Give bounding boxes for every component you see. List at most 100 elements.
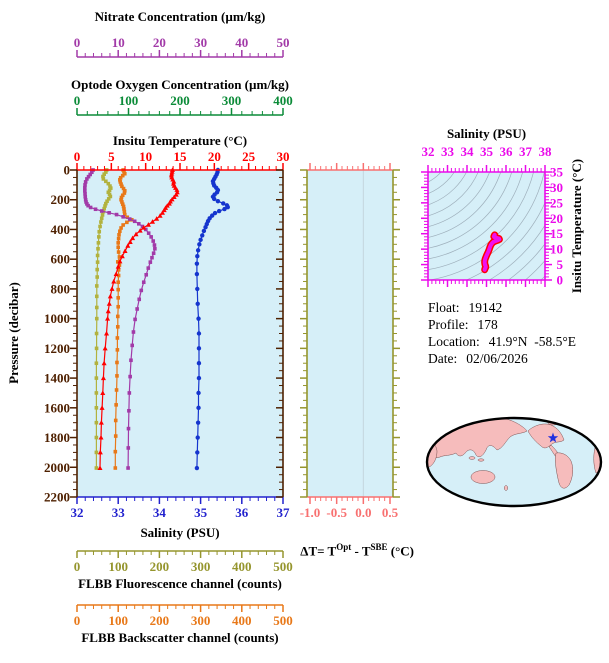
delta-t-axis-top xyxy=(307,163,393,171)
svg-text:5: 5 xyxy=(557,257,564,272)
backscatter-trace xyxy=(113,168,134,470)
svg-text:-0.5: -0.5 xyxy=(326,505,347,520)
temperature-axis: 0 5 10 15 20 25 30 xyxy=(74,149,290,171)
svg-text:1800: 1800 xyxy=(44,430,70,445)
svg-text:36: 36 xyxy=(235,505,249,520)
svg-text:30: 30 xyxy=(550,180,563,195)
delta-t-axis-title: ΔT= TOpt - TSBE (°C) xyxy=(288,526,415,572)
svg-text:37: 37 xyxy=(519,144,533,159)
svg-text:500: 500 xyxy=(273,559,293,574)
svg-text:0.5: 0.5 xyxy=(382,505,399,520)
svg-text:32: 32 xyxy=(422,144,435,159)
date-value: 02/06/2026 xyxy=(466,351,528,366)
salinity-axis-title: Salinity (PSU) xyxy=(140,525,220,540)
backscatter-axis-title: FLBB Backscatter channel (counts) xyxy=(81,630,279,645)
svg-text:200: 200 xyxy=(150,559,170,574)
svg-text:0: 0 xyxy=(74,559,81,574)
fluorescence-axis: 0 100 200 300 400 500 xyxy=(74,550,293,574)
pressure-axis-left: 0 200 400 600 800 1000 1200 1400 1600 1800 2000 220… xyxy=(44,163,78,505)
nitrate-axis-title: Nitrate Concentration (µm/kg) xyxy=(94,9,266,24)
plot-backgrounds xyxy=(77,170,545,497)
svg-text:20: 20 xyxy=(208,149,221,164)
float-label: Float: xyxy=(428,300,460,315)
fluorescence-trace xyxy=(94,168,113,470)
svg-text:34: 34 xyxy=(153,505,167,520)
svg-text:100: 100 xyxy=(108,613,128,628)
svg-text:50: 50 xyxy=(277,35,290,50)
svg-text:0: 0 xyxy=(64,163,71,178)
svg-text:1400: 1400 xyxy=(44,371,70,386)
svg-text:30: 30 xyxy=(194,35,207,50)
svg-text:10: 10 xyxy=(112,35,125,50)
svg-text:1600: 1600 xyxy=(44,400,70,415)
svg-text:0: 0 xyxy=(74,35,81,50)
date-line: Date: 02/06/2026 xyxy=(428,350,576,367)
svg-text:400: 400 xyxy=(232,559,252,574)
svg-text:5: 5 xyxy=(108,149,115,164)
float-location-star-icon xyxy=(547,432,559,443)
pressure-axis-title: Pressure (decibar) xyxy=(6,282,21,384)
continents xyxy=(427,418,601,491)
svg-text:800: 800 xyxy=(51,281,71,296)
svg-text:0: 0 xyxy=(557,273,564,288)
svg-text:30: 30 xyxy=(277,149,290,164)
profile-traces xyxy=(83,167,230,471)
svg-text:0: 0 xyxy=(74,613,81,628)
svg-text:34: 34 xyxy=(461,144,475,159)
delta-t-title-part: ΔT= T xyxy=(300,543,337,559)
svg-text:0.0: 0.0 xyxy=(355,505,371,520)
profile-label: Profile: xyxy=(428,317,469,332)
svg-text:15: 15 xyxy=(174,149,188,164)
svg-text:300: 300 xyxy=(222,93,242,108)
location-value: 41.9°N -58.5°E xyxy=(488,334,577,349)
svg-text:35: 35 xyxy=(480,144,494,159)
svg-text:200: 200 xyxy=(150,613,170,628)
svg-text:300: 300 xyxy=(191,613,211,628)
svg-text:35: 35 xyxy=(550,165,564,180)
delta-t-title-part: (°C) xyxy=(387,543,415,559)
svg-text:32: 32 xyxy=(71,505,84,520)
svg-text:400: 400 xyxy=(232,613,252,628)
location-line: Location: 41.9°N -58.5°E xyxy=(428,333,576,350)
ts-salinity-axis-top: 32 33 34 35 36 37 38 xyxy=(422,144,553,173)
svg-text:25: 25 xyxy=(242,149,256,164)
svg-text:15: 15 xyxy=(550,226,564,241)
oxygen-axis: 0 100 200 300 400 xyxy=(74,93,293,116)
svg-text:200: 200 xyxy=(170,93,190,108)
profile-line: Profile: 178 xyxy=(428,316,576,333)
backscatter-axis: 0 100 200 300 400 500 xyxy=(74,604,293,628)
svg-text:25: 25 xyxy=(550,195,564,210)
svg-text:200: 200 xyxy=(51,192,71,207)
delta-t-pressure-left xyxy=(300,169,308,498)
delta-t-title-part: - T xyxy=(351,543,371,559)
svg-text:10: 10 xyxy=(550,242,563,257)
delta-t-title-sup: Opt xyxy=(336,542,352,552)
temperature-trace xyxy=(97,167,180,471)
ts-temperature-axis-left xyxy=(421,171,429,281)
svg-text:35: 35 xyxy=(194,505,208,520)
svg-text:300: 300 xyxy=(191,559,211,574)
svg-text:600: 600 xyxy=(51,252,71,267)
svg-text:0: 0 xyxy=(74,93,81,108)
float-info-block: Float: 19142 Profile: 178 Location: 41.9°N … xyxy=(428,299,576,367)
svg-text:37: 37 xyxy=(277,505,291,520)
delta-t-pressure-right xyxy=(392,169,400,498)
date-label: Date: xyxy=(428,351,458,366)
svg-text:20: 20 xyxy=(550,211,563,226)
svg-text:500: 500 xyxy=(273,613,293,628)
svg-text:-1.0: -1.0 xyxy=(300,505,321,520)
svg-text:40: 40 xyxy=(235,35,248,50)
float-value: 19142 xyxy=(468,300,503,315)
location-label: Location: xyxy=(428,334,480,349)
svg-text:2200: 2200 xyxy=(44,490,70,505)
svg-text:0: 0 xyxy=(74,149,81,164)
svg-text:38: 38 xyxy=(539,144,553,159)
svg-text:2000: 2000 xyxy=(44,460,70,475)
salinity-axis: 32 33 34 35 36 37 xyxy=(71,496,291,520)
svg-text:400: 400 xyxy=(51,222,71,237)
svg-text:1200: 1200 xyxy=(44,341,70,356)
ts-profile-curve xyxy=(481,231,503,274)
svg-text:400: 400 xyxy=(273,93,293,108)
